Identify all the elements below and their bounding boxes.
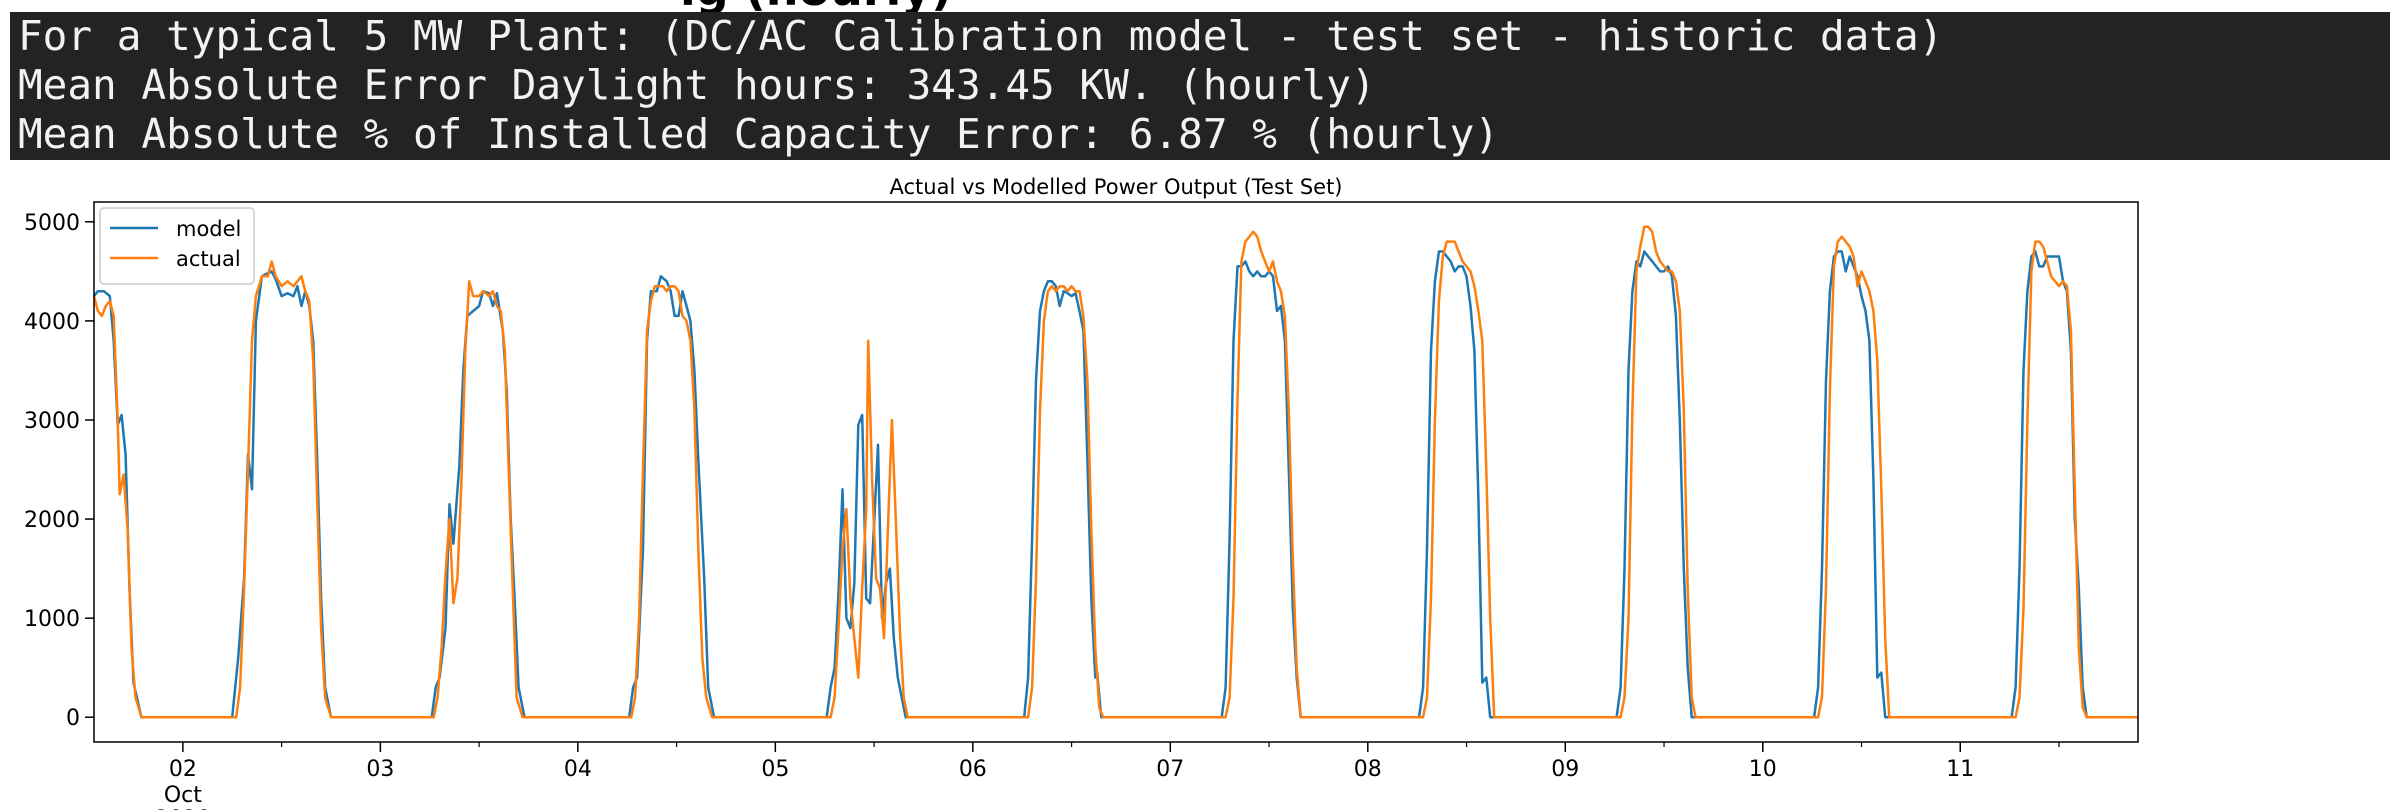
y-axis: 0 1000 2000 3000 4000 5000 [24,211,94,731]
x-tick-label: 02 [169,757,197,782]
x-tick-label: 11 [1946,757,1974,782]
x-tick-label: 05 [761,757,789,782]
legend: model actual [99,207,255,285]
x-tick-label: 07 [1156,757,1184,782]
chart-title: Actual vs Modelled Power Output (Test Se… [889,175,1342,199]
x-tick-sublabel: 2020 [155,807,211,810]
header-partial-text: ig (hourly) [680,0,952,12]
legend-label-actual: actual [176,247,241,271]
x-axis: 02Oct2020 03 04 05 06 07 08 09 10 11 [155,742,2060,810]
power-output-chart: Actual vs Modelled Power Output (Test Se… [24,175,2139,810]
plot-frame [93,201,2139,743]
header-partial: ig (hourly) [0,0,2402,12]
series-line-actual [92,225,2138,719]
x-tick-label: 04 [564,757,592,782]
x-tick-sublabel: Oct [164,783,202,808]
plot-area [92,225,2138,719]
x-tick-label: 06 [959,757,987,782]
y-tick-label: 5000 [24,211,80,236]
console-line-plant: For a typical 5 MW Plant: (DC/AC Calibra… [18,12,1944,60]
console-line-mape: Mean Absolute % of Installed Capacity Er… [18,110,1500,158]
y-tick-label: 3000 [24,409,80,434]
x-tick-label: 03 [366,757,394,782]
console-line-mae: Mean Absolute Error Daylight hours: 343.… [18,61,1376,109]
y-tick-label: 4000 [24,310,80,335]
x-tick-label: 08 [1354,757,1382,782]
y-tick-label: 2000 [24,508,80,533]
console-output: For a typical 5 MW Plant: (DC/AC Calibra… [10,12,2390,160]
y-tick-label: 1000 [24,607,80,632]
legend-label-model: model [176,217,241,241]
y-tick-label: 0 [66,706,80,731]
x-tick-label: 09 [1551,757,1579,782]
x-tick-label: 10 [1749,757,1777,782]
